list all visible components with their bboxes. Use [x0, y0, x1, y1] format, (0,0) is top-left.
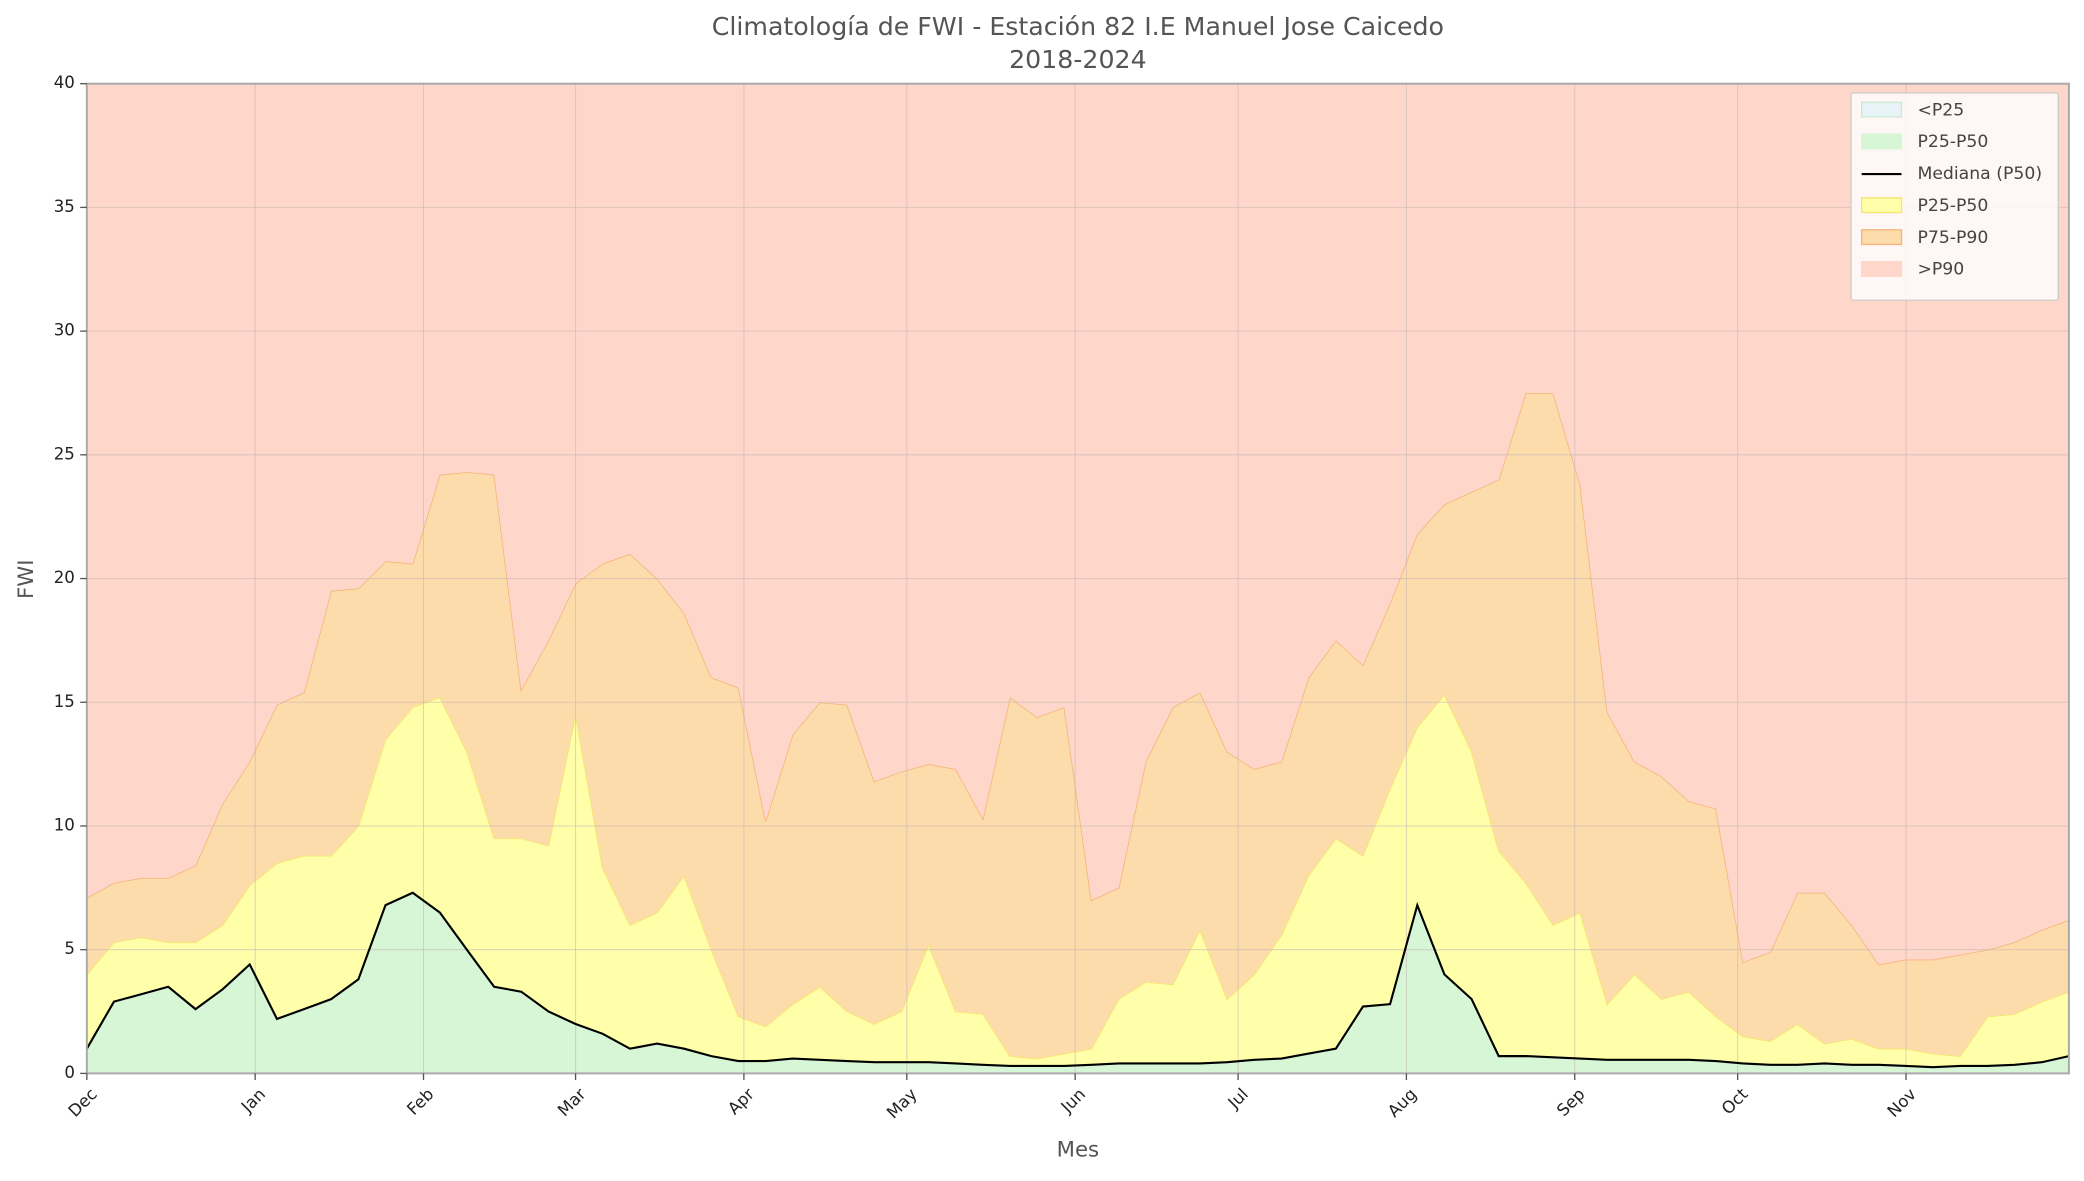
legend-label: P25-P50	[1917, 196, 1988, 216]
y-tick-label: 25	[54, 444, 75, 463]
legend-swatch	[1860, 197, 1903, 214]
chart-title: Climatología de FWI - Estación 82 I.E Ma…	[712, 12, 1444, 41]
area-band	[86, 83, 2069, 965]
legend-swatch	[1860, 229, 1903, 246]
y-tick-label: 0	[64, 1063, 75, 1082]
y-axis-label: FWI	[14, 559, 39, 599]
y-tick-label: 20	[54, 568, 75, 587]
legend-label: <P25	[1917, 100, 1964, 120]
y-tick-label: 30	[54, 321, 75, 340]
band-edge	[86, 693, 2070, 1060]
legend-label: P25-P50	[1917, 132, 1988, 152]
legend-swatch	[1860, 101, 1903, 118]
y-tick-label: 10	[54, 815, 75, 834]
y-tick-label: 35	[54, 197, 75, 216]
legend-box	[1850, 92, 2059, 301]
y-tick-label: 5	[64, 939, 75, 958]
legend-label: P75-P90	[1917, 228, 1988, 248]
y-tick-label: 40	[54, 73, 75, 92]
area-band	[86, 392, 2069, 1059]
area-band	[86, 892, 2069, 1074]
legend-swatch	[1860, 261, 1903, 277]
y-tick-label: 15	[54, 692, 75, 711]
area-band	[86, 694, 2069, 1068]
median-line	[85, 891, 2070, 1069]
legend-label: Mediana (P50)	[1917, 164, 2042, 184]
x-axis-label: Mes	[1057, 1137, 1099, 1162]
legend-label: >P90	[1917, 260, 1964, 280]
legend: <P25 P25-P50 Mediana (P50) P25-P50 P75-P90 >P…	[1850, 92, 2059, 301]
legend-swatch	[1860, 133, 1903, 150]
chart-subtitle: 2018-2024	[1009, 45, 1147, 74]
